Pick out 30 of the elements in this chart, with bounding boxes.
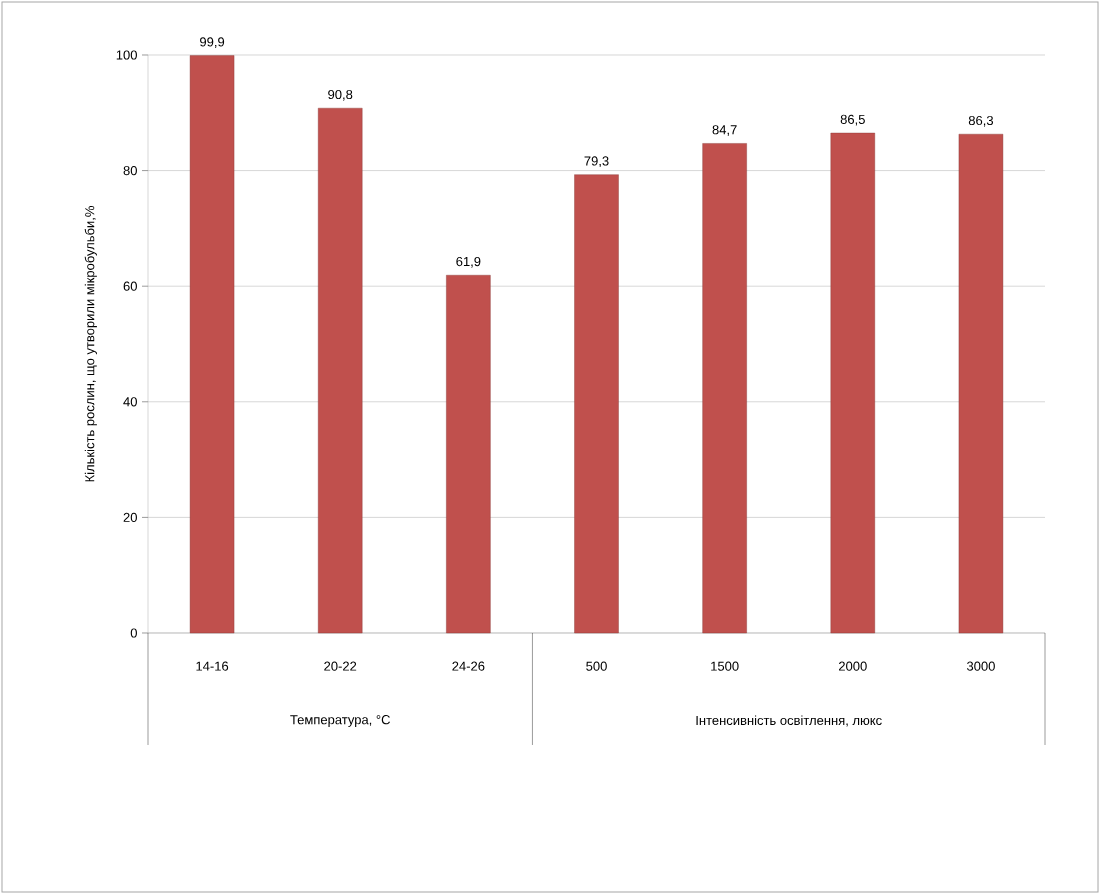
data-label: 79,3 (584, 156, 609, 168)
y-axis-title: Кількість рослин, що утворили мікробульби,% (84, 206, 97, 482)
y-tick-label: 60 (123, 281, 137, 291)
data-label: 86,5 (840, 114, 865, 126)
x-tick-label: 500 (586, 661, 607, 671)
text: Температура, °C (290, 715, 390, 727)
x-tick-label: 1500 (711, 661, 739, 671)
y-tick-label: 40 (123, 397, 137, 407)
y-tick-label: 100 (116, 50, 137, 60)
y-tick-label: 0 (130, 628, 137, 638)
bar (958, 133, 1004, 634)
bar (830, 132, 875, 634)
y-tick-label: 80 (123, 165, 137, 176)
data-label: 90,8 (328, 89, 353, 101)
x-tick-label: 20-22 (324, 661, 357, 671)
bar (574, 174, 619, 634)
data-label: 99,9 (200, 37, 225, 49)
text: Інтенсивність освітлення, люкс (696, 715, 882, 727)
bar (702, 143, 747, 634)
y-tick-label: 20 (123, 512, 137, 522)
bar (189, 55, 235, 634)
x-tick-label: 14-16 (196, 661, 229, 671)
bar (318, 107, 363, 634)
x-tick-label: 2000 (838, 661, 867, 671)
x-tick-label: 24-26 (452, 661, 485, 671)
data-label: 61,9 (456, 256, 481, 268)
bar (446, 275, 491, 634)
data-label: 86,3 (968, 115, 994, 127)
data-label: 84,7 (712, 125, 737, 136)
x-tick-label: 3000 (966, 661, 995, 671)
